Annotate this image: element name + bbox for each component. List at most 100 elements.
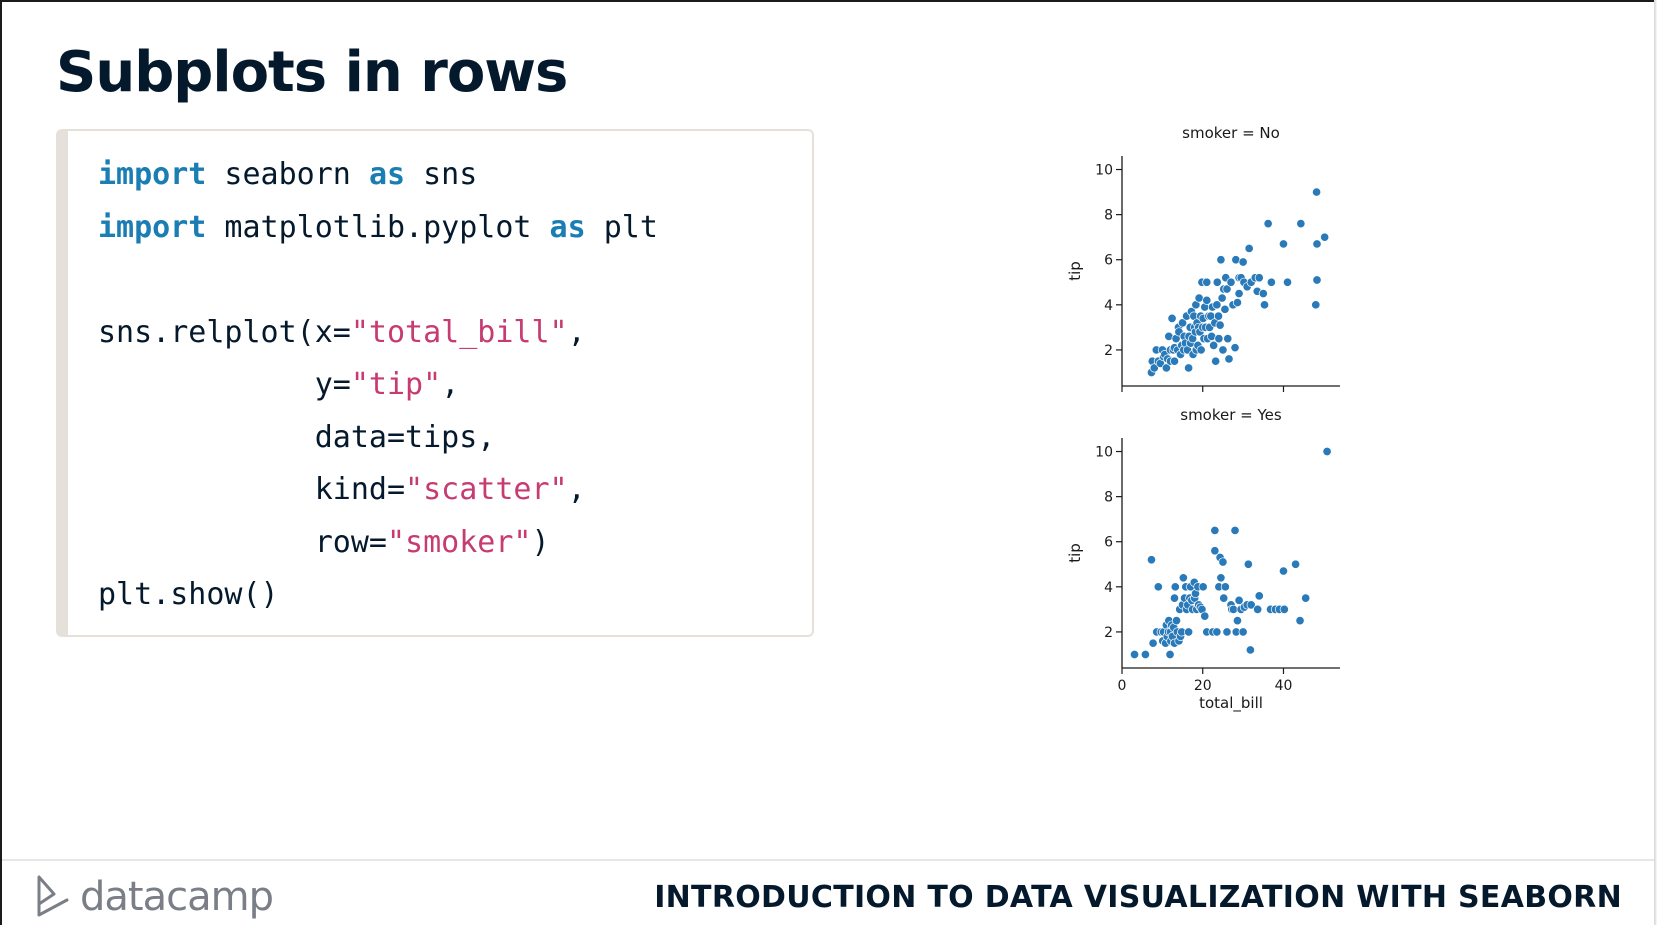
y-axis-label: tip (1066, 261, 1084, 281)
scatter-point (1234, 288, 1244, 299)
scatter-point (1312, 275, 1322, 285)
scatter-point (1230, 525, 1240, 536)
scatter-point (1212, 300, 1222, 310)
code-token: matplotlib.pyplot (206, 209, 550, 245)
code-keyword: as (549, 209, 586, 245)
scatter-point (1194, 293, 1204, 303)
scatter-point (1311, 300, 1321, 310)
scatter-point (1234, 595, 1244, 605)
code-token: , (567, 472, 586, 507)
scatter-point (1220, 582, 1230, 592)
scatter-point (1146, 555, 1157, 565)
subplot-title: smoker = Yes (1180, 406, 1282, 424)
scatter-point (1153, 582, 1163, 592)
scatter-point (1218, 345, 1228, 355)
scatter-point (1219, 593, 1229, 603)
datacamp-logo: datacamp (36, 872, 274, 922)
scatter-point (1222, 284, 1232, 294)
x-tick-label: 0 (1118, 678, 1127, 694)
subplot-2: smoker = Yes 2 4 6 8 10 0 20 40 tip total_bill (1066, 406, 1340, 713)
code-token: sns.relplot(x= (98, 314, 351, 350)
scatter-point (1215, 320, 1225, 330)
code-token: data=tips, (98, 419, 496, 455)
x-tick-label: 40 (1275, 678, 1293, 694)
scatter-point (1216, 573, 1226, 583)
y-tick-label: 6 (1104, 535, 1113, 551)
scatter-point (1254, 591, 1264, 601)
code-keyword: import (98, 209, 207, 245)
x-tick-label: 20 (1194, 678, 1212, 694)
scatter-point (1167, 313, 1177, 323)
scatter-point (1259, 300, 1270, 310)
code-text: import seaborn as sns import matplotlib.… (98, 149, 658, 622)
scatter-point (1178, 318, 1188, 328)
scatter-point (1253, 604, 1263, 614)
scatter-point (1266, 277, 1276, 287)
code-token: plt (585, 209, 658, 245)
scatter-point (1169, 593, 1180, 603)
code-block: import seaborn as sns import matplotlib.… (56, 129, 814, 637)
slide-title: Subplots in rows (56, 40, 568, 105)
code-token: row= (98, 524, 387, 560)
code-string: "scatter" (405, 472, 568, 507)
scatter-point (1263, 219, 1273, 229)
y-tick-label: 8 (1104, 208, 1113, 224)
scatter-point (1220, 304, 1230, 314)
scatter-point (1149, 363, 1159, 373)
scatter-point (1222, 627, 1232, 637)
scatter-point (1278, 239, 1289, 249)
y-tick-label: 6 (1104, 253, 1113, 269)
scatter-point (1223, 334, 1233, 344)
y-axis-label: tip (1066, 543, 1084, 563)
scatter-point (1171, 616, 1182, 626)
scatter-point (1244, 243, 1254, 254)
scatter-point (1148, 638, 1158, 648)
code-token: kind= (98, 472, 406, 507)
scatter-point (1232, 298, 1243, 308)
scatter-point (1170, 582, 1180, 592)
code-string: "total_bill" (350, 314, 568, 350)
scatter-point (1212, 627, 1222, 637)
x-axis-label: total_bill (1199, 694, 1263, 713)
y-tick-label: 4 (1104, 298, 1113, 314)
scatter-point (1184, 627, 1194, 637)
datacamp-logo-icon (37, 875, 69, 917)
footer-divider (2, 859, 1656, 861)
scatter-point (1279, 604, 1289, 614)
scatter-point (1178, 573, 1188, 583)
scatter-point (1198, 582, 1208, 592)
scatter-point (1140, 649, 1150, 660)
scatter-point (1217, 293, 1227, 303)
y-tick-label: 10 (1095, 163, 1113, 179)
scatter-point (1218, 557, 1228, 567)
window-edge (1654, 0, 1662, 925)
scatter-point (1230, 343, 1240, 353)
subplot-1: smoker = No 2 4 6 8 10 tip (1066, 124, 1340, 392)
scatter-point (1210, 525, 1220, 536)
code-token: ) (531, 524, 550, 560)
scatter-point (1224, 354, 1234, 364)
code-line: row="smoker") (98, 525, 550, 560)
subplot-title: smoker = No (1182, 124, 1280, 142)
scatter-point (1296, 219, 1306, 229)
scatter-point (1291, 559, 1301, 569)
code-line: import seaborn as sns (98, 157, 477, 192)
scatter-point (1243, 559, 1253, 569)
code-token: sns (405, 157, 478, 192)
relplot-figure: smoker = No 2 4 6 8 10 tip smoker = Yes 2 4 6 8 10 0 2… (1052, 120, 1402, 770)
scatter-point (1202, 277, 1212, 287)
code-token: , (441, 367, 460, 402)
scatter-point (1278, 566, 1289, 576)
y-tick-label: 2 (1104, 625, 1113, 641)
scatter-point (1212, 277, 1222, 287)
scatter-point (1129, 649, 1140, 660)
scatter-point (1254, 273, 1264, 283)
scatter-point (1169, 356, 1180, 366)
scatter-point (1228, 604, 1238, 614)
scatter-point (1301, 593, 1311, 603)
y-tick-label: 8 (1104, 490, 1113, 506)
code-line: kind="scatter", (98, 472, 586, 507)
scatter-point (1320, 232, 1330, 242)
scatter-point (1312, 239, 1322, 249)
code-token: y= (98, 367, 351, 402)
